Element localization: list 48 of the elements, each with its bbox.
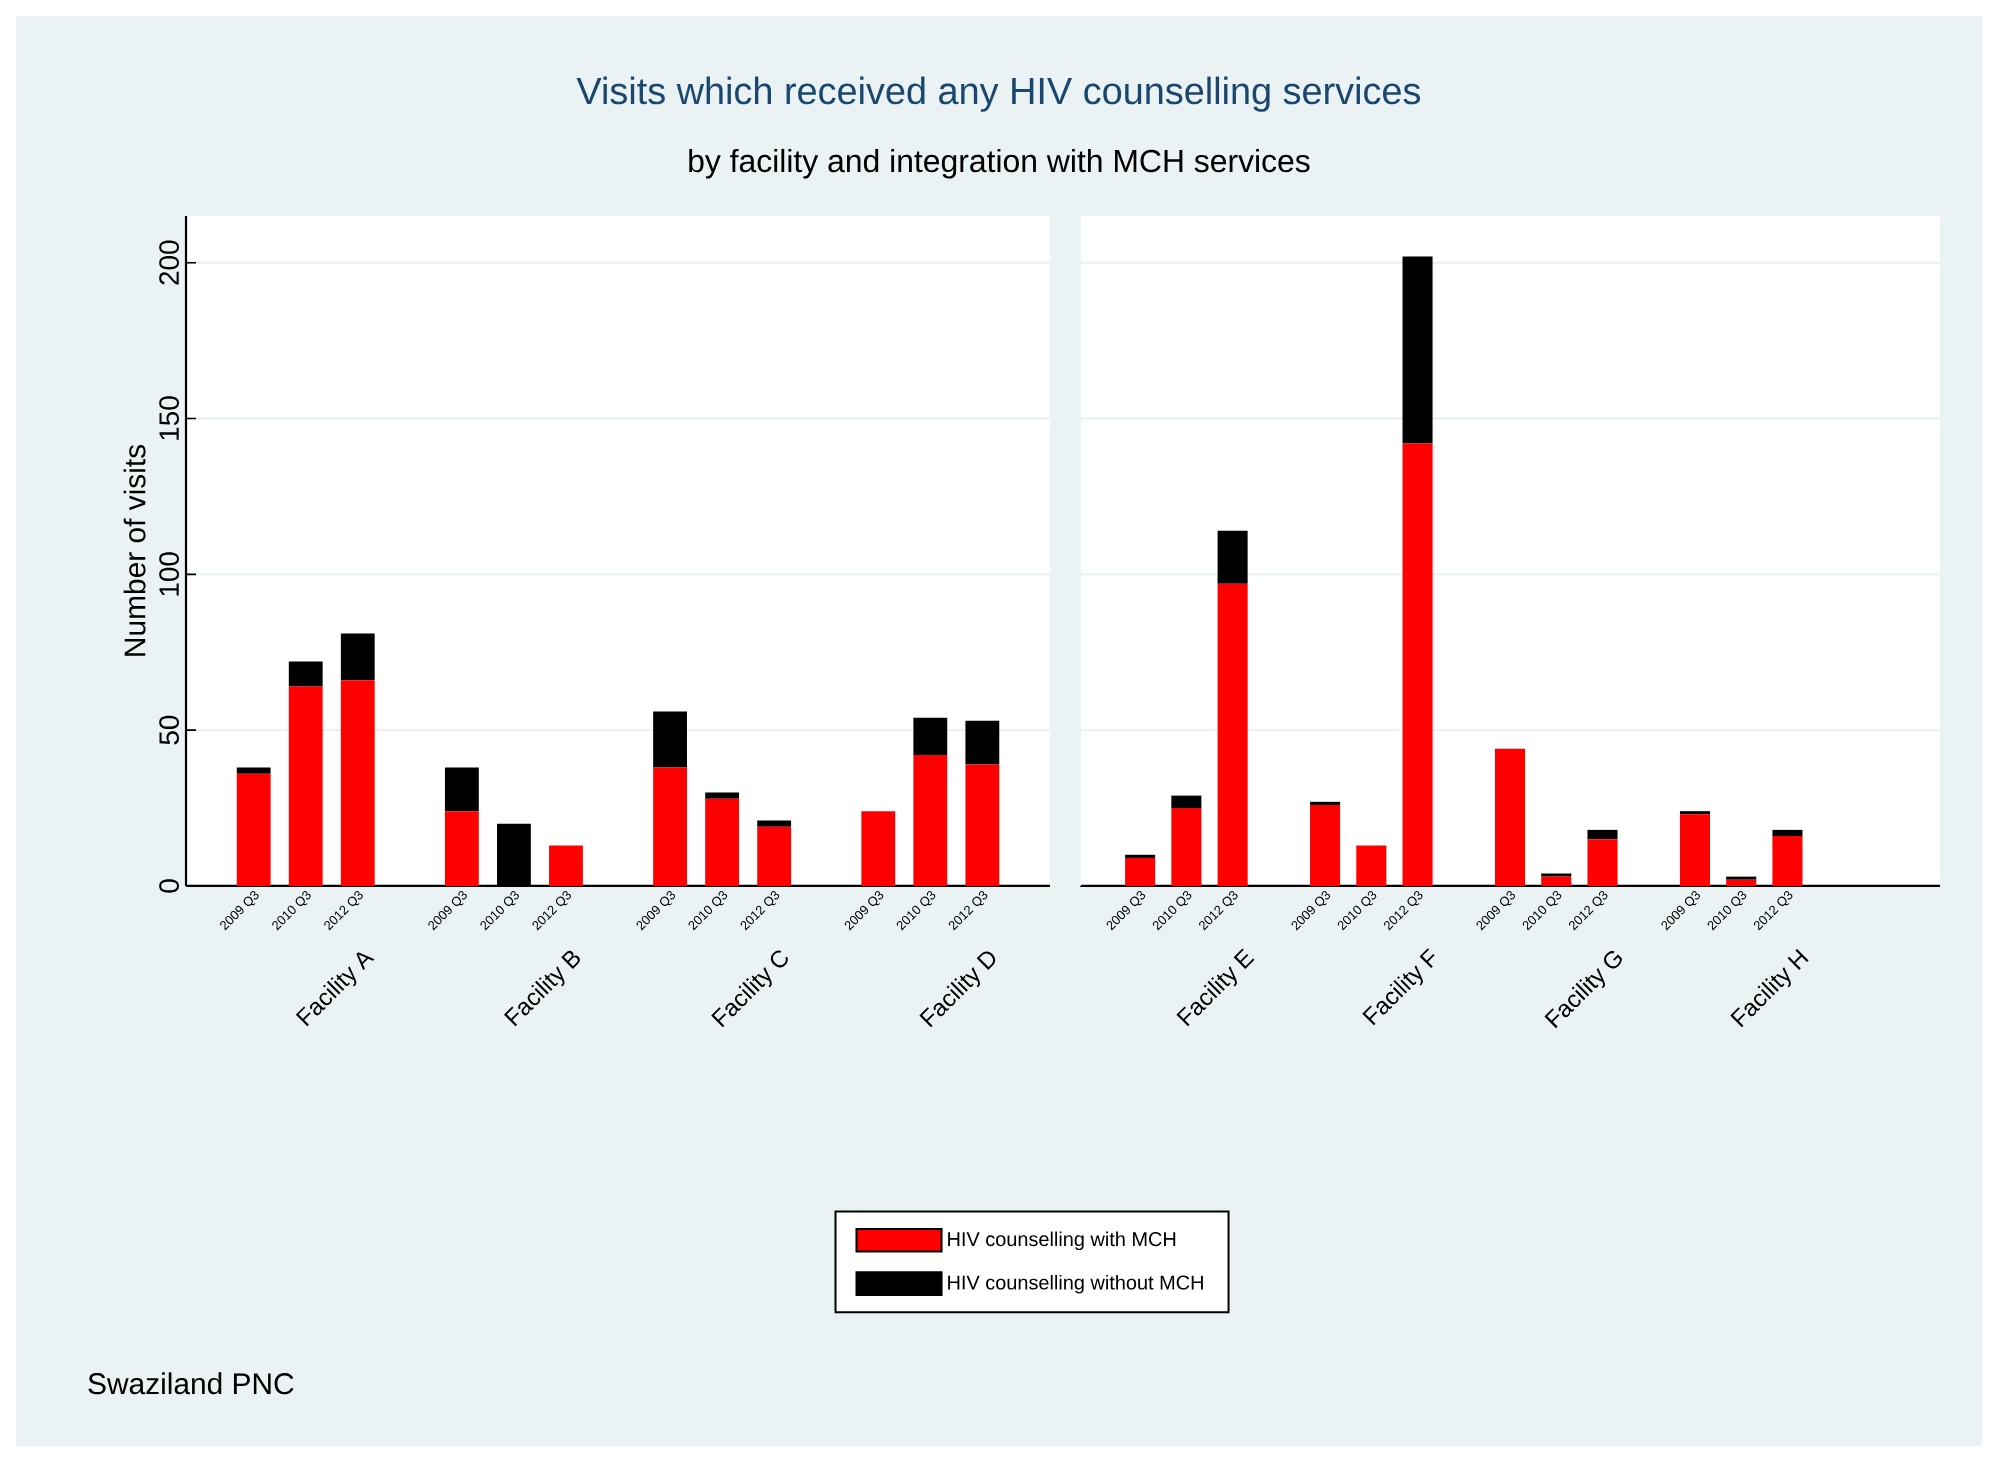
bar: [1356, 845, 1387, 886]
bar: [1217, 583, 1248, 886]
bar: [1310, 804, 1341, 886]
y-axis-title: Number of visits: [123, 444, 146, 656]
bar: [444, 767, 479, 812]
bar: [1587, 829, 1618, 840]
bar: [705, 792, 740, 799]
bar: [1679, 814, 1710, 886]
legend-label: HIV counselling with MCH: [948, 1231, 1176, 1251]
bar: [705, 798, 740, 886]
bar: [236, 767, 271, 774]
bar: [1125, 857, 1156, 886]
chart-title: Visits which received any HIV counselling services: [576, 76, 1421, 112]
bar: [1772, 829, 1803, 837]
bar: [340, 633, 375, 681]
bar: [444, 811, 479, 886]
bar: [1217, 530, 1248, 584]
bar: [1541, 876, 1572, 886]
bar: [913, 717, 948, 756]
y-tick-label: 0: [159, 879, 179, 893]
legend-label: HIV counselling without MCH: [948, 1274, 1203, 1294]
bar: [1587, 839, 1618, 886]
bar: [653, 711, 687, 768]
text: Swaziland PNC: [88, 1372, 294, 1395]
bar: [757, 820, 792, 827]
bar: [1402, 443, 1433, 886]
y-tick-label: 150: [159, 396, 179, 440]
bar: [1171, 808, 1202, 886]
bar: [1495, 748, 1526, 886]
bar: [861, 811, 896, 886]
bar: [1772, 836, 1803, 886]
bar: [288, 661, 323, 687]
bar: [757, 826, 792, 886]
bar: [965, 720, 1000, 765]
chart-subtitle: by facility and integration with MCH services: [689, 148, 1310, 179]
bar: [340, 680, 375, 886]
bar: [288, 686, 323, 886]
bar: [1402, 256, 1433, 444]
y-tick-label: 200: [159, 240, 179, 285]
y-tick-label: 50: [159, 715, 179, 745]
bar: [913, 755, 948, 886]
bar: [653, 767, 687, 886]
bar: [549, 845, 583, 886]
bar: [236, 773, 271, 886]
bar: [1171, 795, 1202, 809]
y-tick-label: 100: [159, 552, 179, 596]
bar: [965, 764, 1000, 886]
bar: [1726, 879, 1757, 886]
